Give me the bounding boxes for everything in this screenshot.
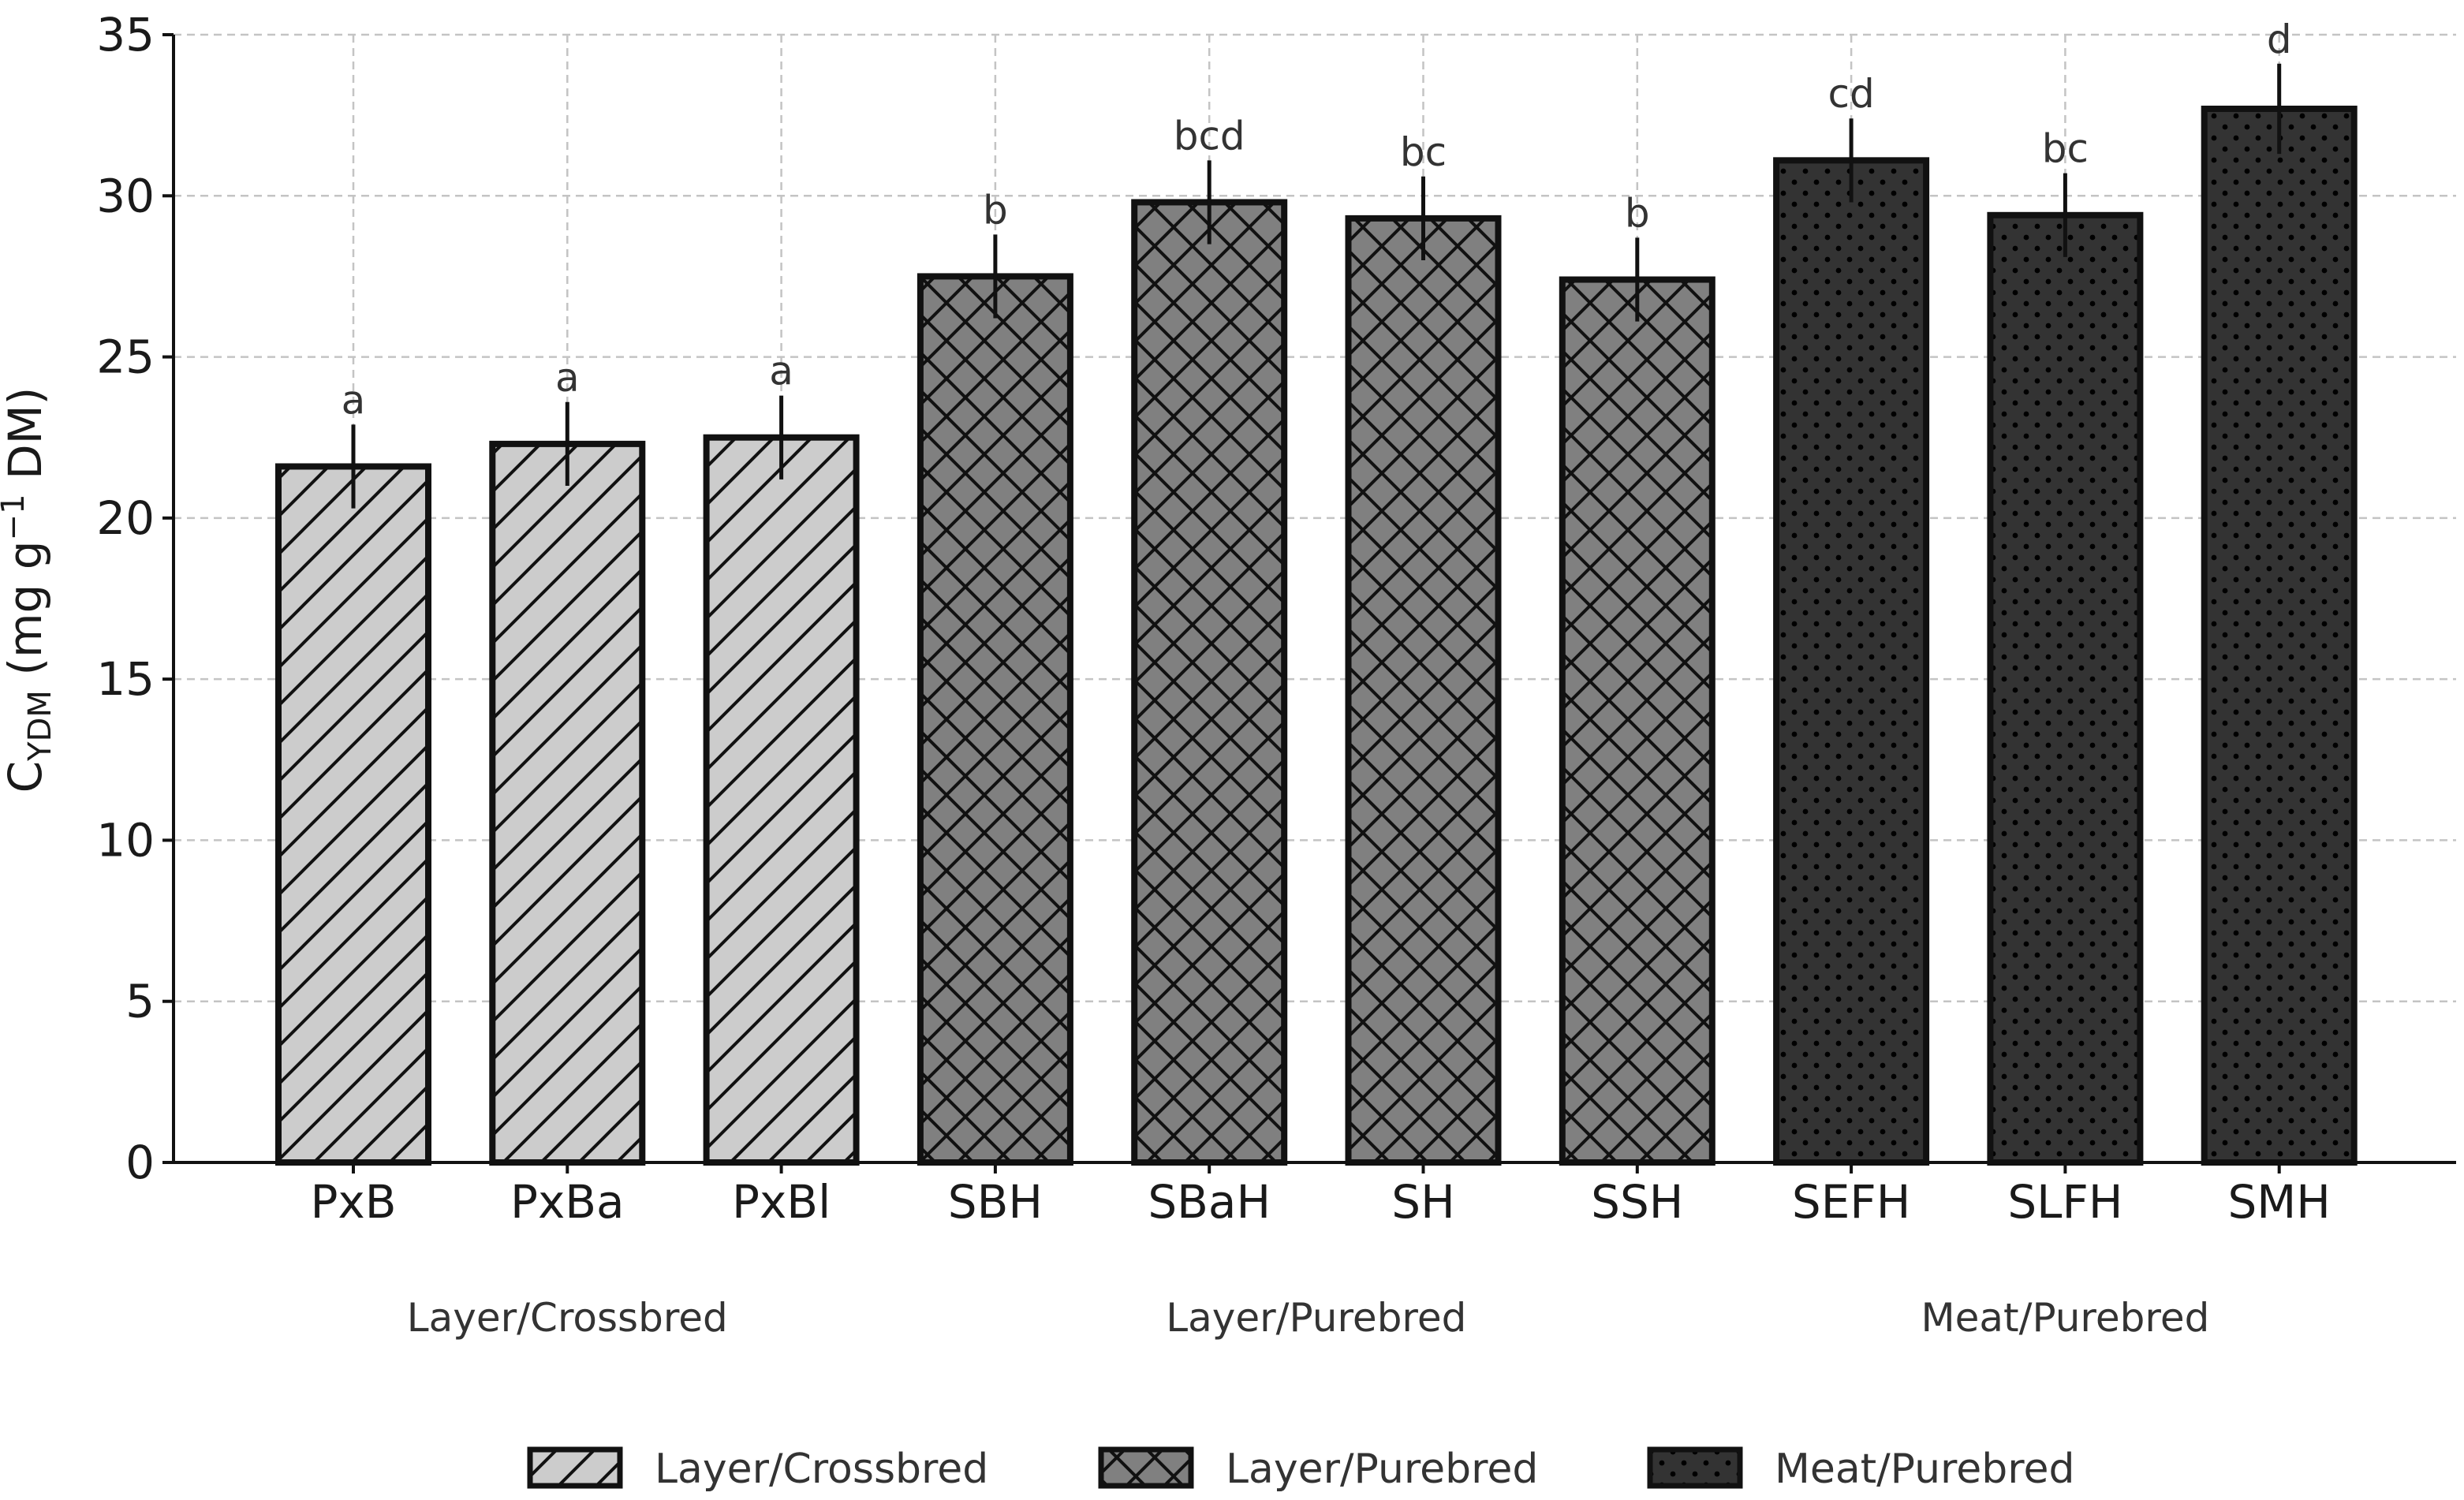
y-ticks: 0 5 10 15 20 25 30 35 — [96, 8, 174, 1189]
x-tick-label: SSH — [1591, 1175, 1683, 1229]
x-tick-label: SBH — [948, 1175, 1043, 1229]
legend: Layer/Crossbred Layer/Purebred Meat/Purebr… — [527, 1446, 2075, 1493]
x-tick-label: SLFH — [2007, 1175, 2122, 1229]
y-tick-label: 20 — [96, 491, 155, 545]
significance-letter: d — [2267, 17, 2292, 62]
axes — [172, 35, 2456, 1164]
bar-sbh — [917, 273, 1073, 1166]
error-bars — [351, 63, 2282, 509]
y-tick-label: 25 — [96, 330, 155, 384]
significance-letter: a — [555, 355, 580, 401]
y-tick-label: 15 — [96, 652, 155, 706]
bar-pxbl — [703, 434, 860, 1166]
y-tick-label: 35 — [96, 8, 155, 62]
y-tick-label: 5 — [125, 975, 155, 1028]
legend-item: Layer/Crossbred — [527, 1446, 988, 1493]
legend-label: Layer/Purebred — [1226, 1446, 1538, 1493]
bar-sbah — [1131, 199, 1288, 1166]
significance-letter: a — [342, 377, 366, 423]
significance-letter: cd — [1827, 71, 1874, 117]
x-ticks: PxB PxBa PxBl SBH SBaH SH SSH SEFH SLFH SMH — [310, 1162, 2331, 1229]
bar-pxb — [275, 463, 431, 1166]
group-label: Layer/Crossbred — [407, 1295, 728, 1341]
group-labels: Layer/Crossbred Layer/Purebred Meat/Purebr… — [407, 1295, 2210, 1341]
significance-letter: b — [983, 187, 1008, 233]
x-tick-label: SMH — [2227, 1175, 2330, 1229]
legend-label: Layer/Crossbred — [655, 1446, 988, 1493]
bar-smh — [2201, 105, 2358, 1166]
y-tick-label: 30 — [96, 169, 155, 222]
x-tick-label: PxB — [310, 1175, 396, 1229]
x-tick-label: PxBl — [732, 1175, 831, 1229]
x-tick-label: SBaH — [1148, 1175, 1271, 1229]
group-label: Meat/Purebred — [1921, 1295, 2209, 1341]
legend-label: Meat/Purebred — [1775, 1446, 2075, 1493]
bar-pxba — [489, 440, 646, 1166]
y-tick-label: 0 — [125, 1136, 155, 1189]
group-label: Layer/Purebred — [1166, 1295, 1466, 1341]
legend-item: Layer/Purebred — [1098, 1446, 1538, 1493]
significance-letter: bc — [2042, 126, 2089, 172]
x-tick-label: SH — [1391, 1175, 1454, 1229]
legend-swatch — [1098, 1446, 1194, 1489]
significance-letter: b — [1625, 190, 1650, 236]
legend-swatch — [527, 1446, 623, 1489]
bar-sh — [1345, 215, 1502, 1166]
significance-letter: a — [769, 349, 793, 394]
bar-sefh — [1773, 157, 1930, 1166]
significance-letter: bc — [1400, 129, 1447, 175]
bar-ssh — [1559, 276, 1715, 1166]
y-axis-label: CYDM (mg g−1 DM) — [0, 387, 58, 793]
legend-item: Meat/Purebred — [1647, 1446, 2075, 1493]
y-tick-label: 10 — [96, 813, 155, 867]
bars — [275, 105, 2358, 1166]
significance-letter: bcd — [1174, 113, 1245, 159]
x-tick-label: PxBa — [510, 1175, 625, 1229]
bar-slfh — [1987, 211, 2144, 1166]
legend-swatch — [1647, 1446, 1743, 1489]
x-tick-label: SEFH — [1792, 1175, 1910, 1229]
